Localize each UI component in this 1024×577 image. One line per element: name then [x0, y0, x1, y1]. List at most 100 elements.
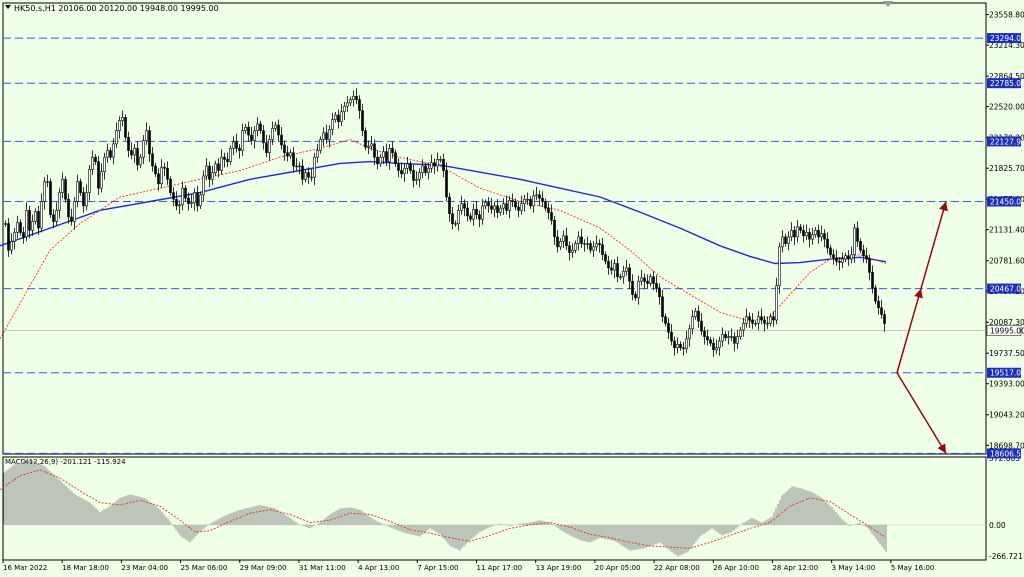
- candle: [172, 187, 175, 207]
- level-label-bg-0: [987, 33, 1021, 44]
- candle: [139, 154, 142, 169]
- candle: [250, 126, 253, 145]
- candle: [550, 204, 553, 225]
- chart-menu-icon[interactable]: [5, 5, 11, 9]
- ma-fast-line: [0, 139, 887, 340]
- candle: [877, 295, 880, 315]
- candle: [364, 127, 367, 151]
- candle: [385, 143, 388, 166]
- candle: [883, 310, 886, 332]
- macd-info: MACD(12,26,9) -201.121 -115.924: [5, 458, 126, 466]
- candle: [349, 96, 352, 107]
- candle: [733, 332, 736, 352]
- candle: [322, 127, 325, 147]
- candle: [727, 331, 730, 345]
- candle: [157, 168, 160, 191]
- candle: [691, 309, 694, 335]
- candle: [580, 228, 583, 248]
- candle: [859, 238, 862, 254]
- candle: [769, 313, 772, 327]
- candle: [571, 243, 574, 259]
- candle: [436, 152, 439, 172]
- candle: [58, 188, 61, 219]
- symbol-info: HK50.s,H1 20106.00 20120.00 19948.00 199…: [14, 4, 219, 13]
- x-tick-label-0: 16 Mar 2022: [3, 564, 47, 572]
- candle: [403, 163, 406, 182]
- candle: [472, 203, 475, 227]
- candle: [328, 125, 331, 148]
- candle: [856, 221, 859, 247]
- candle: [298, 161, 301, 175]
- candle: [448, 192, 451, 222]
- candle: [829, 244, 832, 258]
- arrow-up-second[interactable]: [920, 201, 948, 289]
- candle: [601, 237, 604, 261]
- candle: [373, 139, 376, 166]
- candle: [259, 120, 262, 134]
- projection-arrows: [896, 201, 948, 454]
- current-price-label: 19995.00: [990, 326, 1024, 335]
- y-tick-label-14: 18698.70: [989, 441, 1024, 450]
- candle: [757, 311, 760, 331]
- arrow-down[interactable]: [896, 372, 947, 454]
- candle: [430, 154, 433, 173]
- x-tick-label-8: 11 Apr 17:00: [477, 564, 523, 572]
- candle: [421, 159, 424, 179]
- candle: [100, 163, 103, 193]
- candle: [19, 219, 22, 236]
- candle: [196, 185, 199, 212]
- candle: [352, 90, 355, 107]
- candle: [775, 277, 778, 325]
- x-tick-label-6: 4 Apr 13:00: [358, 564, 399, 572]
- candle: [16, 215, 19, 239]
- candle: [607, 255, 610, 275]
- chart-shift-icon[interactable]: [883, 1, 893, 7]
- candle: [481, 199, 484, 225]
- candle: [25, 202, 28, 242]
- candle: [97, 156, 100, 196]
- candle: [475, 201, 478, 220]
- candle: [304, 169, 307, 183]
- candle: [382, 146, 385, 164]
- candle: [310, 169, 313, 182]
- level-labels: 23294.00 22785.00 22127.93 21450.00 20467.00…: [986, 33, 1024, 459]
- candle: [556, 230, 559, 253]
- candle: [379, 154, 382, 167]
- level-label-bg-6: [987, 448, 1021, 459]
- candle: [610, 259, 613, 275]
- candle: [184, 185, 187, 202]
- candle: [547, 202, 550, 220]
- candle: [136, 141, 139, 171]
- candle: [124, 114, 127, 141]
- candle: [526, 192, 529, 205]
- candle: [790, 222, 793, 242]
- candle: [253, 126, 256, 149]
- x-tick-label-15: 5 May 16:00: [891, 564, 935, 572]
- x-tick-label-11: 22 Apr 08:00: [654, 564, 700, 572]
- level-label-0: 23294.00: [990, 34, 1024, 43]
- candle: [301, 159, 304, 185]
- candle: [514, 198, 517, 211]
- candle: [493, 201, 496, 218]
- candle: [553, 215, 556, 245]
- candle: [223, 152, 226, 168]
- candle: [502, 198, 505, 215]
- candle: [823, 229, 826, 248]
- candle: [676, 337, 679, 354]
- level-label-6: 18606.58: [990, 449, 1024, 458]
- candle: [412, 164, 415, 188]
- candle: [232, 136, 235, 156]
- candle: [226, 152, 229, 168]
- candle: [778, 242, 781, 294]
- candle: [796, 220, 799, 243]
- level-label-bg-3: [987, 196, 1021, 207]
- candle: [220, 149, 223, 175]
- x-tick-label-3: 25 Mar 06:00: [181, 564, 228, 572]
- candle: [718, 336, 721, 356]
- candle: [109, 147, 112, 161]
- arrow-up-first[interactable]: [896, 288, 923, 373]
- level-label-bg-4: [987, 283, 1021, 294]
- candle: [46, 174, 49, 188]
- candle: [565, 227, 568, 251]
